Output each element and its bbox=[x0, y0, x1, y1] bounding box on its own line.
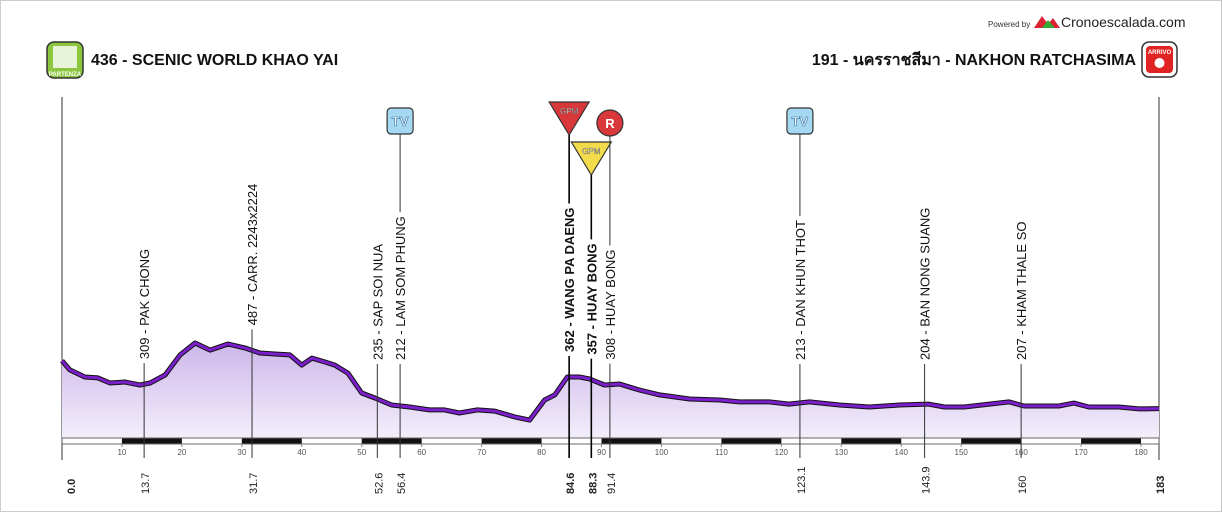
profile-line bbox=[60, 341, 1160, 422]
waypoint-label: 204 - BAN NONG SUANG bbox=[918, 208, 933, 360]
km-label: 88.3 bbox=[587, 473, 599, 494]
km-band-segment bbox=[841, 438, 902, 444]
icon-shape bbox=[548, 101, 591, 137]
km-label: 183 bbox=[1155, 476, 1167, 494]
x-tick-label: 70 bbox=[477, 448, 486, 457]
waypoint-label: 487 - CARR. 2243x2224 bbox=[245, 184, 260, 326]
waypoint-label: 308 - HUAY BONG bbox=[603, 250, 618, 360]
km-label: 84.6 bbox=[565, 473, 577, 494]
brand: Cronoescalada.com bbox=[1061, 14, 1186, 30]
icon-text: TV bbox=[792, 114, 809, 129]
powered-by: Powered by bbox=[988, 20, 1030, 29]
km-band-segment bbox=[721, 438, 782, 444]
x-tick-label: 10 bbox=[117, 448, 126, 457]
icon-text: GPM bbox=[560, 107, 579, 116]
km-label: 123.1 bbox=[796, 466, 808, 494]
icon-shape bbox=[570, 141, 613, 177]
km-band-segment bbox=[601, 438, 662, 444]
x-tick-label: 60 bbox=[417, 448, 426, 457]
km-label: 13.7 bbox=[140, 473, 152, 494]
start-title: 436 - SCENIC WORLD KHAO YAI bbox=[91, 52, 338, 69]
finish-badge: ARRIVO bbox=[1141, 41, 1178, 78]
waypoint-label: 235 - SAP SOI NUA bbox=[370, 244, 385, 360]
x-tick-label: 30 bbox=[237, 448, 246, 457]
waypoint-label: 309 - PAK CHONG bbox=[137, 249, 152, 359]
waypoint-icon: TV bbox=[386, 107, 414, 135]
km-band-segment bbox=[481, 438, 542, 444]
x-tick-label: 50 bbox=[357, 448, 366, 457]
x-tick-label: 140 bbox=[895, 448, 909, 457]
icon-text: R bbox=[605, 116, 615, 131]
km-band-segment bbox=[241, 438, 302, 444]
waypoint-label: 207 - KHAM THALE SO bbox=[1014, 222, 1029, 360]
x-tick-label: 120 bbox=[775, 448, 789, 457]
x-tick-label: 130 bbox=[835, 448, 849, 457]
finish-badge-label: ARRIVO bbox=[1148, 50, 1172, 56]
x-tick-label: 100 bbox=[655, 448, 669, 457]
km-label: 143.9 bbox=[921, 466, 933, 494]
icon-text: GPM bbox=[582, 147, 601, 156]
km-band-segment bbox=[361, 438, 422, 444]
km-band-segment bbox=[1081, 438, 1142, 444]
x-tick-label: 150 bbox=[955, 448, 969, 457]
x-tick-label: 180 bbox=[1134, 448, 1148, 457]
km-label: 56.4 bbox=[396, 473, 408, 494]
icon-text: TV bbox=[392, 114, 409, 129]
start-badge: PARTENZA bbox=[46, 41, 84, 79]
km-band-segment bbox=[961, 438, 1022, 444]
km-label: 91.4 bbox=[606, 473, 618, 494]
x-tick-label: 170 bbox=[1074, 448, 1088, 457]
waypoint-icon: GPM bbox=[548, 101, 591, 137]
brand-logo bbox=[1034, 16, 1060, 28]
waypoint-icon: GPM bbox=[570, 141, 613, 177]
km-label: 31.7 bbox=[248, 473, 260, 494]
waypoint-label: 212 - LAM SOM PHUNG bbox=[393, 216, 408, 360]
waypoint-icon: TV bbox=[786, 107, 814, 135]
x-tick-label: 40 bbox=[297, 448, 306, 457]
x-tick-label: 110 bbox=[715, 448, 728, 457]
waypoint-label: 357 - HUAY BONG bbox=[584, 243, 599, 354]
waypoint-label: 213 - DAN KHUN THOT bbox=[793, 220, 808, 360]
km-band-segment bbox=[121, 438, 182, 444]
waypoint-icon: R bbox=[596, 109, 624, 137]
waypoint-label: 362 - WANG PA DAENG bbox=[562, 207, 577, 351]
km-label: 0.0 bbox=[66, 479, 78, 494]
km-label: 52.6 bbox=[373, 473, 385, 494]
x-tick-label: 80 bbox=[537, 448, 546, 457]
start-badge-label: PARTENZA bbox=[49, 72, 82, 78]
x-tick-label: 90 bbox=[597, 448, 606, 457]
finish-title: 191 - นครราชสีมา - NAKHON RATCHASIMA bbox=[812, 50, 1137, 69]
km-label: 160 bbox=[1017, 476, 1029, 494]
x-tick-label: 20 bbox=[177, 448, 186, 457]
